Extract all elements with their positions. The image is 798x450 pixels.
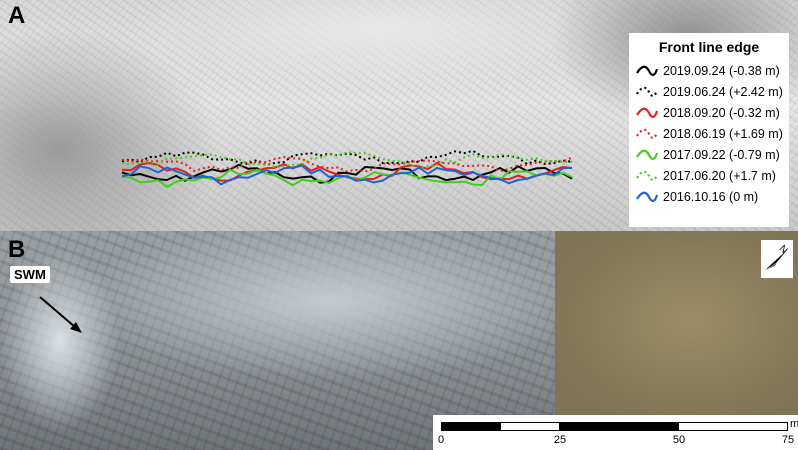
swm-label: SWM [10, 266, 50, 283]
scale-seg-1 [441, 422, 501, 431]
legend-item: 2019.09.24 (-0.38 m) [635, 60, 783, 81]
scale-seg-3 [559, 422, 679, 431]
legend-swatch [636, 65, 659, 76]
legend-title: Front line edge [658, 39, 760, 55]
legend-item: 2018.09.20 (-0.32 m) [635, 102, 783, 123]
legend-item: 2019.06.24 (+2.42 m) [635, 81, 783, 102]
scale-tick-25: 25 [553, 434, 567, 446]
legend-item: 2017.09.22 (-0.79 m) [635, 144, 783, 165]
north-arrow-icon: N [765, 243, 790, 270]
legend-item-label: 2017.09.22 (-0.79 m) [663, 147, 780, 162]
scale-tick-50: 50 [672, 434, 686, 446]
scale-seg-2 [500, 422, 560, 431]
panel-a-label: A [8, 2, 26, 29]
front-line-1 [121, 149, 573, 167]
legend-swatch [636, 128, 659, 139]
front-line-6 [121, 164, 573, 186]
panel-b-orthophoto-map [0, 231, 798, 450]
legend-item-label: 2016.10.16 (0 m) [663, 189, 759, 204]
legend-item-label: 2019.06.24 (+2.42 m) [663, 84, 783, 99]
panel-b-label: B [8, 236, 26, 263]
legend-swatch [636, 149, 659, 160]
scale-unit: m [790, 418, 798, 430]
scale-bar: 0 25 50 75 m [433, 415, 798, 450]
legend-swatch [636, 86, 659, 97]
legend-item-label: 2018.09.20 (-0.32 m) [663, 105, 780, 120]
front-line-5 [121, 151, 573, 169]
scale-tick-0: 0 [437, 434, 445, 446]
legend-item-label: 2019.09.24 (-0.38 m) [663, 63, 780, 78]
scale-tick-75: 75 [781, 434, 795, 446]
legend-swatch [636, 107, 659, 118]
legend-item: 2018.06.19 (+1.69 m) [635, 123, 783, 144]
legend-item: 2016.10.16 (0 m) [635, 186, 783, 207]
north-arrow: N [761, 240, 793, 278]
north-label: N [777, 243, 790, 256]
legend-items: 2019.09.24 (-0.38 m) 2019.06.24 (+2.42 m)… [635, 60, 783, 207]
legend-swatch [636, 191, 659, 202]
legend: Front line edge 2019.09.24 (-0.38 m) 2019… [629, 33, 789, 227]
legend-item: 2017.06.20 (+1.7 m) [635, 165, 783, 186]
legend-item-label: 2017.06.20 (+1.7 m) [663, 168, 776, 183]
legend-swatch [636, 170, 659, 181]
legend-item-label: 2018.06.19 (+1.69 m) [663, 126, 783, 141]
scale-seg-4 [678, 422, 788, 431]
front-line-3 [121, 156, 573, 173]
